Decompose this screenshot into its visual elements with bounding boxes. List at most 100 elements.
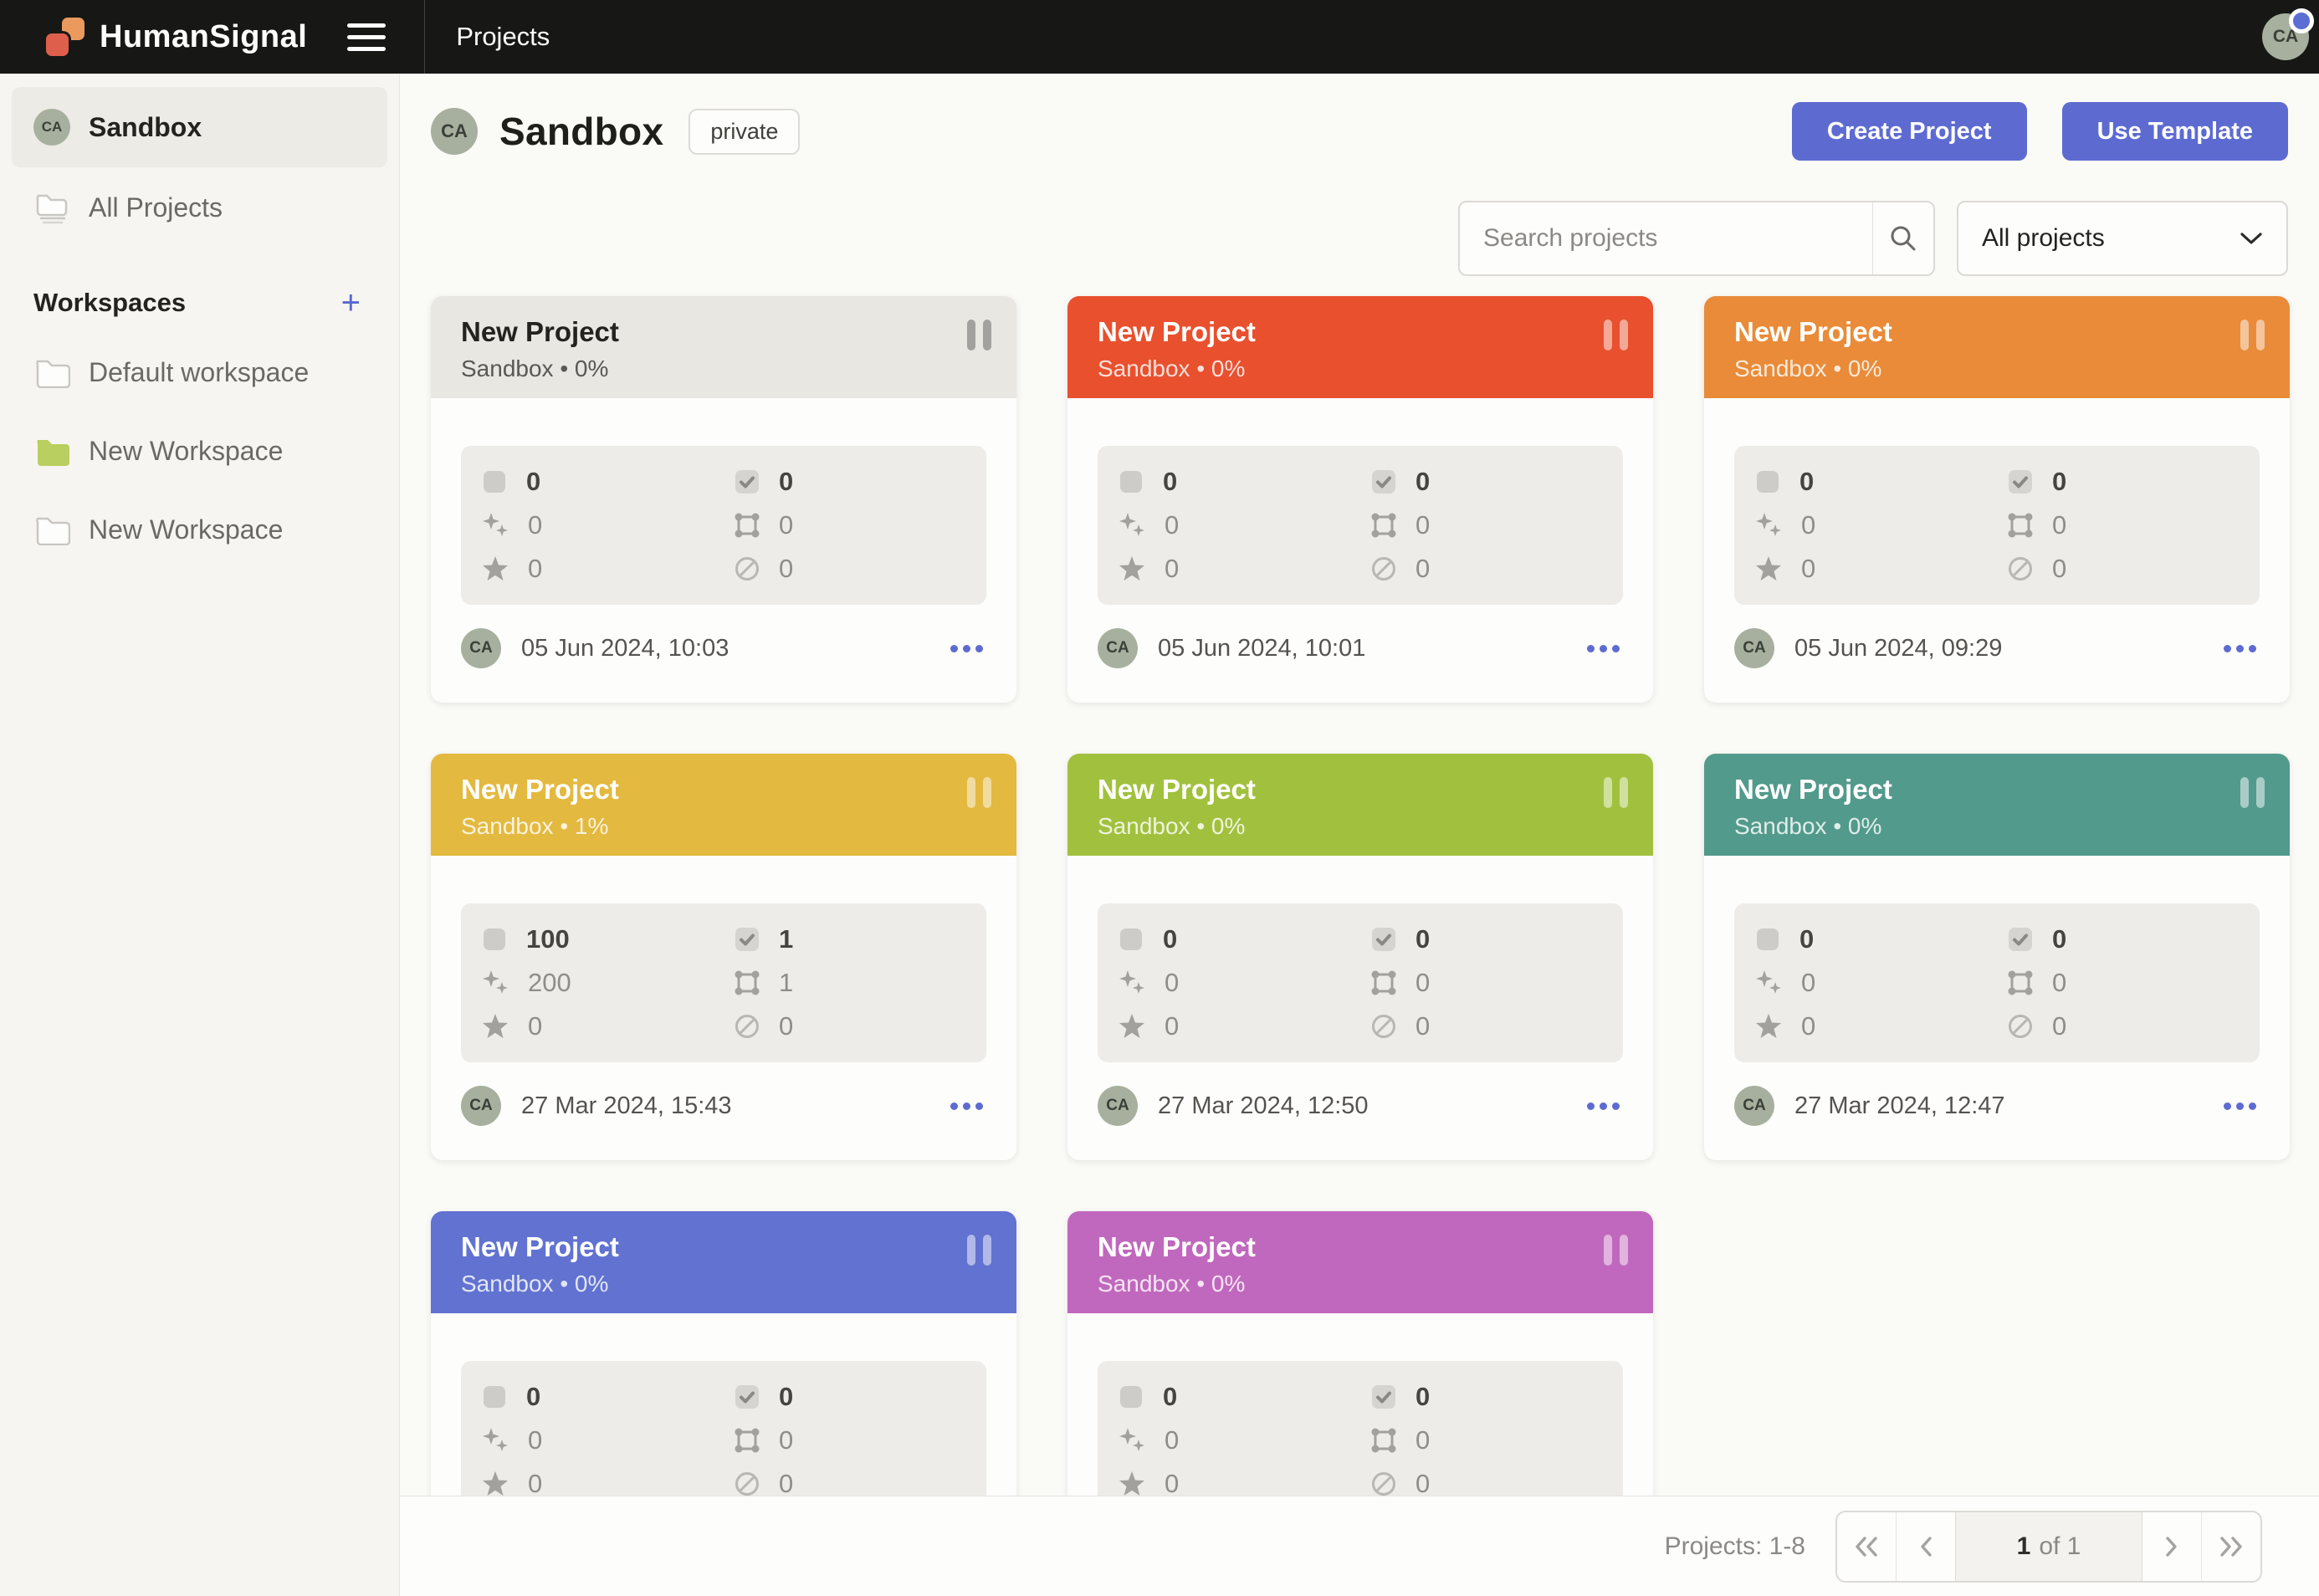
stat-annotations: 0 [2007, 504, 2260, 546]
stat-predictions: 0 [1118, 962, 1370, 1004]
check-square-icon [735, 1385, 759, 1409]
search-input[interactable] [1460, 202, 1872, 274]
project-card[interactable]: New Project Sandbox • 0% 0 0 0 [1704, 754, 2290, 1160]
stat-tasks: 0 [481, 461, 734, 503]
check-square-icon [735, 470, 759, 494]
stat-tasks: 0 [1754, 918, 2007, 960]
sparkles-icon [1756, 513, 1781, 536]
project-card[interactable]: New Project Sandbox • 0% 0 0 0 [1704, 296, 2290, 703]
pause-icon[interactable] [1604, 1235, 1628, 1313]
add-workspace-button[interactable]: + [340, 284, 361, 321]
more-menu-icon[interactable] [950, 1102, 983, 1110]
stat-skipped: 0 [734, 1005, 986, 1047]
stat-completed: 0 [734, 461, 986, 503]
sparkles-icon [483, 1428, 508, 1451]
workspace-avatar: CA [431, 108, 478, 155]
pause-icon[interactable] [2240, 320, 2265, 398]
tasks-square-icon [484, 471, 505, 493]
project-card[interactable]: New Project Sandbox • 0% 0 0 0 [431, 296, 1016, 703]
stat-annotations: 0 [1370, 1420, 1623, 1461]
bounding-box-icon [1371, 513, 1396, 538]
stat-tasks: 100 [481, 918, 734, 960]
stat-starred: 0 [1118, 548, 1370, 590]
star-icon [483, 556, 508, 581]
page-indicator[interactable]: 1 of 1 [1955, 1512, 2142, 1581]
project-date: 05 Jun 2024, 09:29 [1794, 634, 2003, 662]
more-menu-icon[interactable] [1587, 1102, 1620, 1110]
skipped-slash-icon [1372, 557, 1395, 581]
pagination-label: Projects: 1-8 [1664, 1532, 1805, 1560]
project-card[interactable]: New Project Sandbox • 1% 100 1 200 [431, 754, 1016, 1160]
project-title: New Project [1098, 1231, 1256, 1262]
project-date: 27 Mar 2024, 15:43 [521, 1092, 732, 1119]
star-icon [1756, 1014, 1781, 1038]
more-menu-icon[interactable] [1587, 644, 1620, 652]
more-menu-icon[interactable] [2224, 1102, 2256, 1110]
pause-icon[interactable] [2240, 777, 2265, 856]
sidebar-workspace-item[interactable]: New Workspace [0, 412, 399, 490]
sidebar-workspace-item[interactable]: New Workspace [0, 490, 399, 569]
project-stats: 0 0 0 0 0 [1734, 903, 2260, 1062]
tasks-square-icon [1757, 928, 1779, 950]
project-title: New Project [1098, 316, 1256, 347]
stat-annotations: 0 [734, 1420, 986, 1461]
bounding-box-icon [2008, 970, 2033, 995]
project-card-header: New Project Sandbox • 0% [1704, 754, 2290, 856]
stat-tasks: 0 [1118, 1376, 1370, 1418]
pause-icon[interactable] [967, 320, 991, 398]
hamburger-menu-icon[interactable] [347, 10, 401, 64]
search-icon[interactable] [1873, 202, 1933, 274]
skipped-slash-icon [2009, 1015, 2032, 1038]
brand-name: HumanSignal [100, 18, 308, 54]
create-project-button[interactable]: Create Project [1791, 102, 2027, 161]
stat-starred: 0 [481, 1463, 734, 1505]
sparkles-icon [1119, 1428, 1144, 1451]
next-page-button[interactable] [2142, 1512, 2201, 1581]
stat-predictions: 0 [481, 1420, 734, 1461]
sidebar-workspace-item[interactable]: Default workspace [0, 333, 399, 412]
project-card[interactable]: New Project Sandbox • 0% 0 0 0 [1067, 296, 1653, 703]
pause-icon[interactable] [1604, 320, 1628, 398]
stat-predictions: 0 [1754, 504, 2007, 546]
stat-completed: 0 [1370, 918, 1623, 960]
stat-completed: 1 [734, 918, 986, 960]
sidebar-item-all-projects[interactable]: All Projects [12, 167, 387, 248]
sparkles-icon [483, 513, 508, 536]
brand[interactable]: HumanSignal [0, 18, 307, 56]
project-card[interactable]: New Project Sandbox • 0% 0 0 0 [1067, 754, 1653, 1160]
user-avatar[interactable]: CA [2262, 8, 2314, 60]
project-title: New Project [1734, 316, 1892, 347]
pause-icon[interactable] [1604, 777, 1628, 856]
sparkles-icon [1119, 513, 1144, 536]
sparkles-icon [1119, 970, 1144, 994]
prev-page-button[interactable] [1896, 1512, 1955, 1581]
skipped-slash-icon [735, 1015, 759, 1038]
first-page-button[interactable] [1837, 1512, 1896, 1581]
more-menu-icon[interactable] [950, 644, 983, 652]
workspace-label: New Workspace [89, 435, 284, 466]
projects-filter-dropdown[interactable]: All projects [1957, 201, 2288, 276]
stat-predictions: 200 [481, 962, 734, 1004]
pause-icon[interactable] [967, 777, 991, 856]
skipped-slash-icon [735, 1472, 759, 1496]
current-page: 1 [2016, 1532, 2031, 1560]
user-avatar-initials: CA [2272, 27, 2299, 46]
bounding-box-icon [735, 513, 760, 538]
sidebar-item-label: Sandbox [89, 111, 202, 142]
stat-tasks: 0 [1754, 461, 2007, 503]
star-icon [483, 1471, 508, 1496]
pause-icon[interactable] [967, 1235, 991, 1313]
check-square-icon [2009, 928, 2032, 951]
tasks-square-icon [484, 1386, 505, 1408]
search-divider [1872, 202, 1873, 274]
more-menu-icon[interactable] [2224, 644, 2256, 652]
project-card-header: New Project Sandbox • 0% [1704, 296, 2290, 398]
project-stats: 100 1 200 1 0 [461, 903, 986, 1062]
stat-predictions: 0 [1754, 962, 2007, 1004]
folder-icon [37, 440, 69, 466]
last-page-button[interactable] [2201, 1512, 2260, 1581]
stat-annotations: 0 [2007, 962, 2260, 1004]
sidebar-item-sandbox[interactable]: CA Sandbox [12, 87, 387, 167]
use-template-button[interactable]: Use Template [2061, 102, 2288, 161]
project-title: New Project [461, 1231, 619, 1262]
